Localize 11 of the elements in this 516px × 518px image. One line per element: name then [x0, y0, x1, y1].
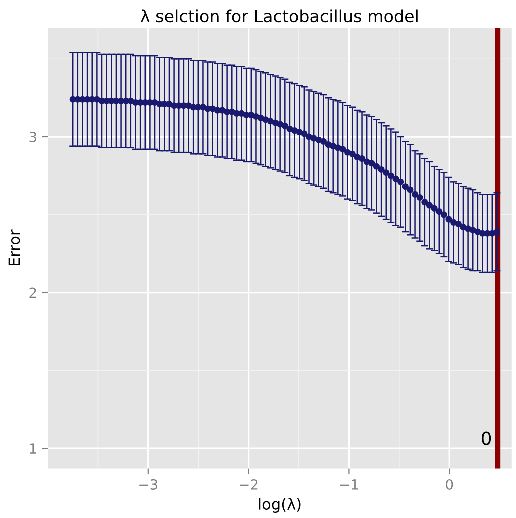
x-tick-label: 0	[446, 479, 454, 490]
y-tick-label: 1	[30, 444, 36, 454]
x-axis-title: log(λ)	[259, 498, 301, 513]
ref-line-label: 0	[482, 432, 492, 446]
y-axis-title: Error	[8, 230, 20, 266]
y-tick-label: 2	[30, 288, 36, 298]
x-tick-label: −3	[140, 479, 158, 490]
chart-title: λ selction for Lactobacillus model	[140, 10, 418, 23]
y-tick-label: 3	[30, 132, 36, 142]
x-tick-label: −2	[240, 479, 258, 490]
x-tick-label: −1	[340, 480, 358, 490]
